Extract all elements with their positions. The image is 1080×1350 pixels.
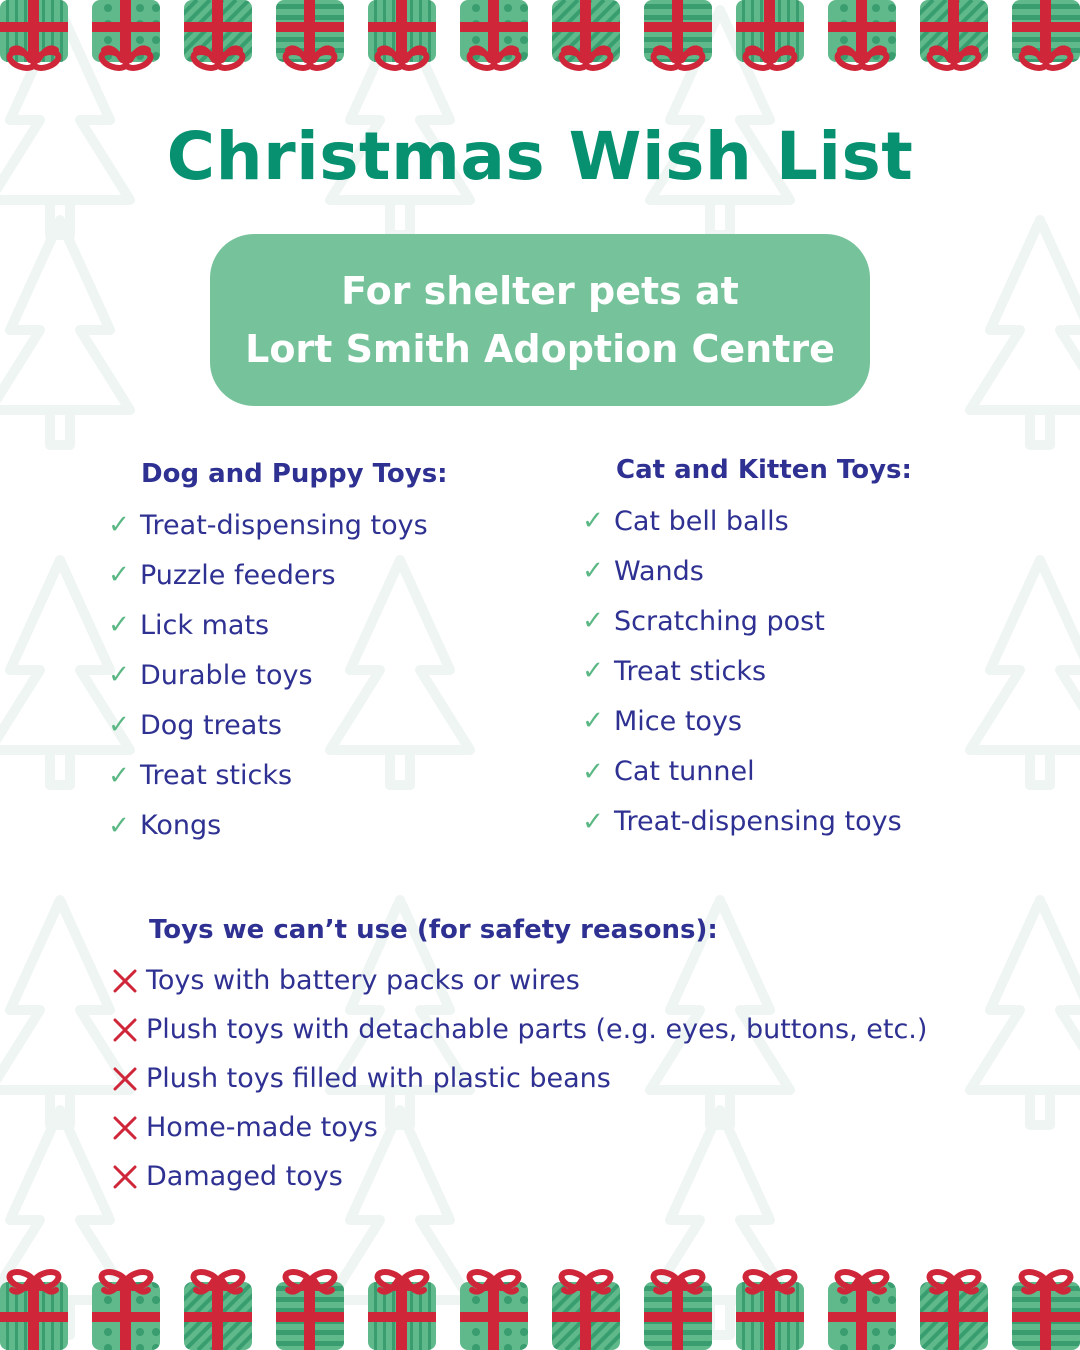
list-item-label: Puzzle feeders [140,559,336,591]
gift-icon [184,1260,252,1350]
christmas-tree-icon [965,555,1080,790]
list-item-label: Lick mats [140,609,270,641]
check-icon: ✓ [108,560,130,591]
list-item-label: Wands [614,555,704,587]
dog-toys-list: ✓ Treat-dispensing toys ✓ Puzzle feeders ✓ Li… [106,500,428,851]
list-item: Damaged toys [112,1152,927,1201]
list-item: ✓ Lick mats [106,600,428,650]
christmas-tree-icon [965,215,1080,450]
list-item-label: Toys with battery packs or wires [146,965,580,996]
banner-line-2: Lort Smith Adoption Centre [245,327,835,371]
check-icon: ✓ [582,656,604,687]
list-item: Home-made toys [112,1103,927,1152]
check-icon: ✓ [108,760,130,791]
christmas-tree-icon [0,895,135,1130]
christmas-tree-icon [0,215,135,450]
cross-icon [112,1017,138,1043]
gift-icon [828,1260,896,1350]
list-item: ✓ Puzzle feeders [106,550,428,600]
list-item: ✓ Treat sticks [580,646,902,696]
check-icon: ✓ [582,506,604,537]
check-icon: ✓ [582,756,604,787]
list-item: ✓ Cat bell balls [580,496,902,546]
gift-icon [552,0,620,90]
list-item-label: Mice toys [614,705,742,737]
check-icon: ✓ [108,710,130,741]
list-item-label: Treat sticks [140,760,293,792]
list-item-label: Treat sticks [614,655,767,687]
gift-border-top [0,0,1080,90]
list-item: ✓ Dog treats [106,700,428,750]
gift-icon [920,1260,988,1350]
gift-icon [92,1260,160,1350]
list-item: ✓ Durable toys [106,650,428,700]
cross-icon [112,1164,138,1190]
list-item-label: Cat bell balls [614,505,789,537]
gift-icon [368,1260,436,1350]
gift-icon [276,0,344,90]
list-item-label: Durable toys [140,659,313,691]
gift-icon [736,0,804,90]
gift-icon [184,0,252,90]
list-item-label: Home-made toys [146,1112,378,1143]
list-item: ✓ Cat tunnel [580,746,902,796]
check-icon: ✓ [582,556,604,587]
christmas-tree-icon [965,895,1080,1130]
list-item: Toys with battery packs or wires [112,956,927,1005]
page-title: Christmas Wish List [166,118,914,195]
cannot-use-heading: Toys we can’t use (for safety reasons): [149,915,718,945]
list-item-label: Damaged toys [146,1161,343,1192]
cat-toys-list: ✓ Cat bell balls ✓ Wands ✓ Scratching post ✓ Tr… [580,496,902,847]
check-icon: ✓ [108,660,130,691]
list-item: ✓ Scratching post [580,596,902,646]
list-item: ✓ Treat-dispensing toys [580,797,902,847]
list-item: Plush toys filled with plastic beans [112,1054,927,1103]
gift-icon [276,1260,344,1350]
list-item: ✓ Treat sticks [106,750,428,800]
banner-line-1: For shelter pets at [341,269,739,313]
list-item: ✓ Kongs [106,801,428,851]
list-item-label: Scratching post [614,605,825,637]
gift-icon [644,1260,712,1350]
gift-icon [1012,0,1080,90]
check-icon: ✓ [582,706,604,737]
gift-icon [460,0,528,90]
check-icon: ✓ [108,610,130,641]
gift-icon [92,0,160,90]
shelter-banner: For shelter pets at Lort Smith Adoption … [210,234,870,406]
check-icon: ✓ [108,810,130,841]
gift-icon [644,0,712,90]
cat-toys-heading: Cat and Kitten Toys: [616,455,912,485]
gift-icon [460,1260,528,1350]
gift-icon [1012,1260,1080,1350]
check-icon: ✓ [582,806,604,837]
cross-icon [112,1115,138,1141]
cross-icon [112,968,138,994]
gift-icon [736,1260,804,1350]
list-item-label: Plush toys with detachable parts (e.g. e… [146,1014,928,1045]
check-icon: ✓ [582,606,604,637]
gift-icon [920,0,988,90]
list-item: ✓ Mice toys [580,696,902,746]
list-item-label: Plush toys filled with plastic beans [146,1063,611,1094]
gift-icon [368,0,436,90]
gift-icon [0,0,68,90]
cross-icon [112,1066,138,1092]
gift-icon [828,0,896,90]
list-item-label: Treat-dispensing toys [140,509,428,541]
gift-icon [0,1260,68,1350]
dog-toys-heading: Dog and Puppy Toys: [141,459,448,489]
gift-border-bottom [0,1260,1080,1350]
cannot-use-list: Toys with battery packs or wires Plush to… [112,956,927,1201]
list-item-label: Kongs [140,810,222,842]
check-icon: ✓ [108,510,130,541]
list-item-label: Treat-dispensing toys [614,806,902,838]
gift-icon [552,1260,620,1350]
list-item: ✓ Wands [580,546,902,596]
list-item-label: Dog treats [140,709,282,741]
list-item-label: Cat tunnel [614,756,755,788]
list-item: ✓ Treat-dispensing toys [106,500,428,550]
list-item: Plush toys with detachable parts (e.g. e… [112,1005,927,1054]
